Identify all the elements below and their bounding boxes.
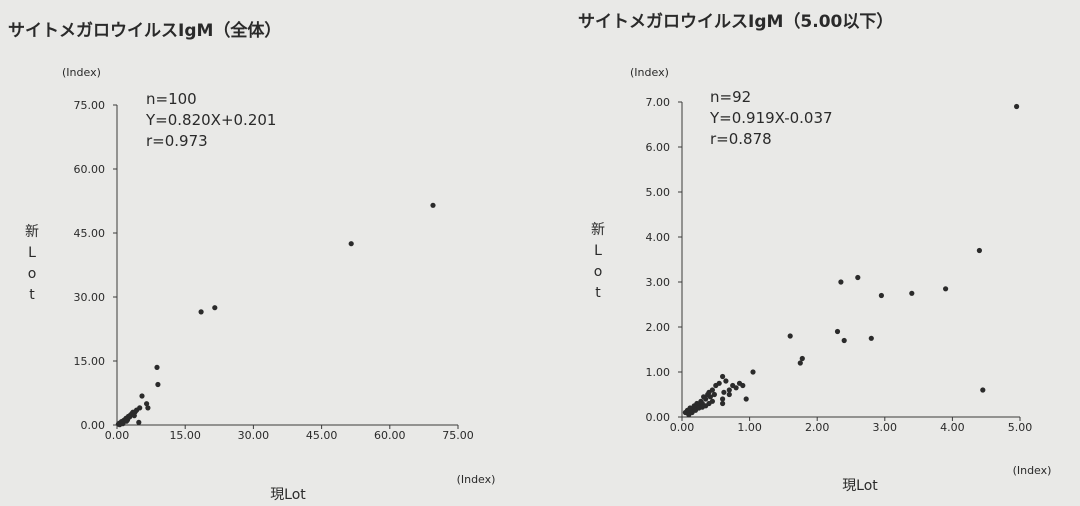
y-axis-unit: (Index) — [630, 66, 669, 79]
data-point — [123, 418, 130, 424]
data-point — [155, 381, 161, 388]
x-tick-label: 4.00 — [940, 421, 965, 434]
data-point — [709, 398, 716, 404]
data-point — [720, 373, 726, 380]
y-axis-label-char: 新 — [591, 222, 605, 238]
data-point — [723, 378, 729, 384]
data-point — [976, 247, 983, 254]
x-tick-label: 30.00 — [238, 429, 270, 442]
data-point — [212, 305, 218, 311]
x-tick-label: 15.00 — [169, 429, 201, 442]
x-tick-label: 60.00 — [374, 429, 406, 442]
y-tick-label: 1.00 — [646, 366, 671, 379]
x-tick-label: 3.00 — [873, 421, 898, 434]
data-point — [834, 328, 841, 335]
data-point — [144, 401, 150, 407]
data-point — [720, 400, 726, 407]
x-tick-label: 1.00 — [737, 421, 762, 434]
data-point — [348, 241, 354, 247]
chart-title: サイトメガロウイルスIgM（5.00以下） — [578, 11, 893, 32]
data-point — [716, 380, 722, 386]
data-point — [740, 382, 746, 389]
data-point — [743, 396, 749, 402]
data-point — [136, 419, 142, 425]
data-point — [868, 335, 874, 341]
regression-stat: r=0.973 — [146, 132, 208, 150]
data-point — [943, 286, 949, 292]
regression-stat: n=92 — [710, 88, 751, 106]
y-tick-label: 75.00 — [74, 99, 106, 112]
y-tick-label: 4.00 — [646, 231, 671, 244]
data-point — [841, 337, 847, 344]
chart-panel-under-5: サイトメガロウイルスIgM（5.00以下） (Index) 0.00 1.00 2.00… — [578, 11, 1051, 494]
data-point — [980, 387, 986, 393]
data-point — [154, 364, 160, 370]
regression-stat: r=0.878 — [710, 130, 772, 148]
regression-stat: n=100 — [146, 90, 197, 108]
y-tick-label: 7.00 — [646, 96, 671, 109]
data-point — [733, 385, 739, 391]
data-point — [787, 333, 793, 339]
y-tick-label: 60.00 — [74, 163, 106, 176]
data-point — [1014, 103, 1020, 110]
y-axis-label-char: L — [28, 245, 36, 261]
x-tick-label: 0.00 — [670, 421, 695, 434]
data-point — [137, 405, 143, 411]
data-point — [726, 391, 732, 398]
regression-stat: Y=0.919X-0.037 — [709, 109, 833, 127]
y-axis-unit: (Index) — [62, 66, 101, 79]
x-axis-label: 現Lot — [842, 478, 878, 494]
y-tick-label: 3.00 — [646, 276, 671, 289]
x-tick-label: 2.00 — [805, 421, 830, 434]
y-tick-label: 0.00 — [646, 411, 671, 424]
y-axis-label-char: o — [594, 264, 603, 280]
data-point — [878, 292, 885, 299]
x-tick-label: 0.00 — [105, 429, 130, 442]
data-point — [198, 309, 204, 315]
chart-panel-overall: サイトメガロウイルスIgM（全体） (Index) 0.00 15.00 30.00 45… — [8, 20, 496, 503]
y-tick-label: 0.00 — [81, 419, 106, 432]
data-point — [726, 387, 732, 393]
y-axis-label-char: 新 — [25, 224, 39, 240]
chart-title: サイトメガロウイルスIgM（全体） — [8, 20, 281, 41]
data-point — [797, 360, 803, 366]
data-point — [430, 202, 436, 208]
y-tick-label: 45.00 — [74, 227, 106, 240]
y-tick-label: 15.00 — [74, 355, 106, 368]
data-point — [131, 413, 137, 419]
regression-stat: Y=0.820X+0.201 — [145, 111, 276, 129]
x-axis-unit: (Index) — [1013, 464, 1052, 477]
y-axis-label-char: o — [28, 266, 37, 282]
y-tick-label: 30.00 — [74, 291, 106, 304]
data-point — [909, 290, 915, 296]
data-point — [711, 391, 718, 398]
x-axis-label: 現Lot — [270, 487, 306, 502]
y-axis-label-char: L — [594, 243, 602, 259]
data-point — [145, 405, 151, 411]
data-point — [721, 389, 727, 395]
x-tick-label: 45.00 — [306, 429, 338, 442]
data-point — [720, 396, 726, 402]
data-point — [707, 394, 714, 400]
data-point — [709, 387, 716, 393]
y-axis-label-char: t — [595, 285, 601, 301]
data-point — [838, 279, 844, 285]
x-tick-label: 75.00 — [442, 429, 474, 442]
x-axis-unit: (Index) — [457, 473, 496, 486]
x-tick-label: 5.00 — [1008, 421, 1033, 434]
data-point — [799, 355, 805, 362]
data-point — [139, 393, 145, 399]
y-tick-label: 2.00 — [646, 321, 671, 334]
data-point — [855, 274, 861, 281]
data-point — [703, 396, 709, 402]
y-tick-label: 5.00 — [646, 186, 671, 199]
y-tick-label: 6.00 — [646, 141, 671, 154]
y-axis-label-char: t — [29, 287, 35, 303]
data-point — [750, 369, 756, 375]
